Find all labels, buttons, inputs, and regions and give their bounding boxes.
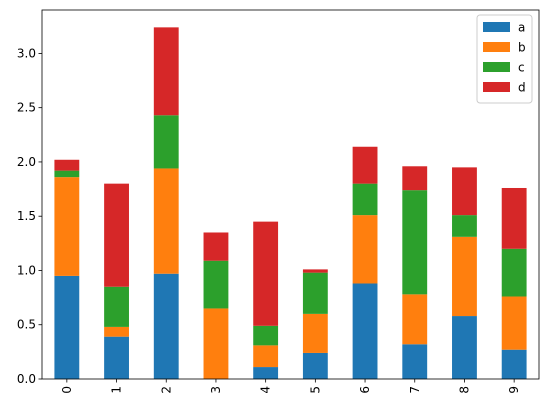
axes-layer: 0.0 0.5 1.0 1.5 2.0 2.5 3.0 0 1 2 3 4 5 6 7 8 9 (17, 9, 540, 394)
x-tick-label: 5 (308, 386, 322, 394)
bar-b-7 (402, 294, 428, 345)
bar-b-8 (452, 236, 477, 317)
legend-swatch-c (483, 62, 510, 72)
legend-box (476, 14, 533, 104)
y-tick-label: 0.0 (17, 372, 36, 386)
bar-a-5 (302, 352, 328, 379)
legend-label-d: d (518, 81, 526, 95)
bar-a-6 (352, 283, 378, 379)
bar-d-6 (352, 146, 378, 184)
bar-a-9 (501, 349, 527, 379)
x-tick-label: 2 (159, 386, 173, 394)
bar-b-0 (54, 177, 80, 276)
bar-b-1 (104, 326, 129, 337)
bar-c-8 (452, 215, 477, 237)
bars-layer (54, 27, 527, 379)
x-tick-label: 3 (209, 386, 223, 394)
x-tick-label: 0 (60, 386, 74, 394)
bar-d-9 (501, 187, 527, 249)
legend-swatch-d (483, 82, 510, 92)
x-tick-label: 9 (507, 386, 521, 394)
bar-c-4 (253, 325, 279, 346)
bar-d-3 (203, 232, 229, 261)
y-tick-label: 3.0 (17, 46, 36, 60)
bar-a-4 (253, 367, 279, 379)
bar-b-4 (253, 345, 279, 368)
bar-c-7 (402, 190, 428, 295)
bar-b-2 (153, 168, 179, 274)
bar-d-4 (253, 221, 279, 326)
bar-d-0 (54, 159, 80, 171)
y-tick-label: 0.5 (17, 318, 36, 332)
bar-a-0 (54, 275, 80, 379)
bar-b-5 (302, 313, 328, 353)
legend-label-b: b (518, 41, 526, 55)
bar-c-0 (54, 170, 80, 178)
legend-swatch-a (483, 22, 510, 32)
legend-label-a: a (518, 21, 525, 35)
bar-d-7 (402, 166, 428, 191)
bar-c-9 (501, 248, 527, 297)
bar-d-5 (302, 269, 328, 273)
bar-a-8 (452, 316, 477, 379)
x-tick-label: 1 (110, 386, 124, 394)
bar-b-6 (352, 215, 378, 284)
bar-a-7 (402, 344, 428, 379)
legend-label-c: c (518, 61, 525, 75)
y-tick-label: 2.5 (17, 101, 36, 115)
bar-a-1 (104, 336, 129, 379)
axes-frame (41, 9, 540, 380)
bar-a-2 (153, 273, 179, 379)
x-tick-label: 4 (259, 386, 273, 394)
bar-c-2 (153, 115, 179, 169)
bar-b-3 (203, 308, 229, 379)
y-tick-label: 1.5 (17, 209, 36, 223)
y-tick-label: 2.0 (17, 155, 36, 169)
bar-c-1 (104, 286, 129, 327)
bar-d-8 (452, 167, 477, 216)
x-tick-label: 6 (358, 386, 372, 394)
bar-c-5 (302, 272, 328, 314)
x-tick-label: 7 (408, 386, 422, 394)
bar-c-3 (203, 260, 229, 309)
bar-d-1 (104, 183, 129, 287)
bar-b-9 (501, 296, 527, 350)
y-tick-label: 1.0 (17, 263, 36, 277)
bar-c-6 (352, 183, 378, 216)
x-tick-label: 8 (457, 386, 471, 394)
bar-d-2 (153, 27, 179, 116)
legend-swatch-b (483, 42, 510, 52)
